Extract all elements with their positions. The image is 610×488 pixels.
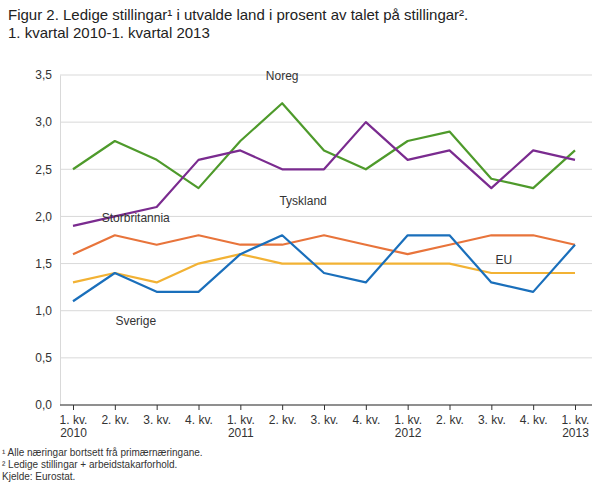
- x-tick: 3. kv.: [143, 405, 171, 427]
- y-axis: 0,0 0,5 1,0 1,5 2,0 2,5 3,0 3,5: [35, 68, 60, 412]
- x-tick-label: 2. kv.: [269, 413, 297, 427]
- grid-line: [60, 122, 592, 123]
- y-tick: 1,5: [35, 257, 60, 271]
- note: ² Ledige stillingar + arbeidstakarforhol…: [2, 459, 177, 470]
- x-tick-mark: [533, 405, 534, 410]
- y-tick: 1,0: [35, 304, 60, 318]
- y-tick: 3,5: [35, 68, 60, 82]
- x-axis: 1. kv.2010 2. kv. 3. kv. 4. kv. 1. kv.2011 2.…: [60, 405, 592, 440]
- title-line: Figur 2. Ledige stillingar¹ i utvalde la…: [8, 6, 468, 23]
- x-tick-label: 1. kv.2011: [227, 413, 255, 441]
- x-tick-mark: [491, 405, 492, 410]
- x-tick-mark: [199, 405, 200, 410]
- note: Kjelde: Eurostat.: [2, 471, 75, 482]
- x-tick: 3. kv.: [478, 405, 506, 427]
- y-tick-label: 3,5: [35, 68, 52, 82]
- y-tick-label: 0,0: [35, 398, 52, 412]
- x-tick-mark: [450, 405, 451, 410]
- lines: [73, 103, 575, 301]
- y-tick-label: 0,5: [35, 351, 52, 365]
- series-line: [73, 122, 575, 226]
- series-label: EU: [496, 253, 513, 267]
- x-tick-mark: [366, 405, 367, 410]
- x-tick-label: 3. kv.: [478, 413, 506, 427]
- grid-line: [60, 310, 592, 311]
- series-label: Tyskland: [279, 194, 326, 208]
- x-tick-mark: [240, 405, 241, 410]
- y-tick: 0,0: [35, 398, 60, 412]
- note: ¹ Alle næringar bortsett frå primærnærin…: [2, 447, 203, 458]
- y-tick-label: 1,0: [35, 304, 52, 318]
- x-tick-mark: [408, 405, 409, 410]
- series-line: [73, 103, 575, 188]
- x-tick-label: 4. kv.: [520, 413, 548, 427]
- x-tick-label: 3. kv.: [311, 413, 339, 427]
- x-tick-mark: [157, 405, 158, 410]
- x-tick-label: 1. kv.2010: [60, 413, 88, 441]
- x-tick: 2. kv.: [269, 405, 297, 427]
- y-tick-label: 2,0: [35, 210, 52, 224]
- series-line: [73, 235, 575, 254]
- y-tick-label: 2,5: [35, 163, 52, 177]
- y-tick: 3,0: [35, 115, 60, 129]
- y-tick: 2,0: [35, 210, 60, 224]
- x-tick: 1. kv.2010: [60, 405, 88, 440]
- y-tick: 2,5: [35, 163, 60, 177]
- x-tick-label: 4. kv.: [185, 413, 213, 427]
- x-tick: 2. kv.: [436, 405, 464, 427]
- x-tick-label: 2. kv.: [436, 413, 464, 427]
- x-tick-mark: [73, 405, 74, 410]
- x-axis-line: [60, 405, 592, 406]
- x-tick: 3. kv.: [311, 405, 339, 427]
- x-tick-label: 1. kv.2013: [562, 413, 590, 441]
- chart: Figur 2. Ledige stillingar¹ i utvalde la…: [0, 0, 610, 488]
- x-tick: 2. kv.: [101, 405, 129, 427]
- x-tick: 4. kv.: [185, 405, 213, 427]
- series-labels: Noreg Tyskland Storbritannia EU Sverige: [102, 69, 512, 328]
- y-tick: 0,5: [35, 351, 60, 365]
- grid-line: [60, 75, 592, 76]
- x-tick-label: 4. kv.: [352, 413, 380, 427]
- y-tick-label: 3,0: [35, 115, 52, 129]
- x-tick: 4. kv.: [520, 405, 548, 427]
- grid-line: [60, 405, 592, 406]
- title-line: 1. kvartal 2010-1. kvartal 2013: [8, 24, 210, 41]
- x-tick-label: 1. kv.2012: [394, 413, 422, 441]
- x-tick: 1. kv.2013: [562, 405, 590, 440]
- x-tick-label: 2. kv.: [101, 413, 129, 427]
- series-label: Noreg: [266, 69, 299, 83]
- x-tick-mark: [324, 405, 325, 410]
- x-tick: 4. kv.: [352, 405, 380, 427]
- x-tick-mark: [282, 405, 283, 410]
- grid: [60, 75, 592, 405]
- grid-line: [60, 357, 592, 358]
- x-tick-mark: [575, 405, 576, 410]
- x-tick-mark: [115, 405, 116, 410]
- series-label: Sverige: [115, 314, 156, 328]
- series-label: Storbritannia: [102, 211, 170, 225]
- x-tick: 1. kv.2011: [227, 405, 255, 440]
- y-tick-label: 1,5: [35, 257, 52, 271]
- y-axis-line: [60, 76, 61, 406]
- x-tick: 1. kv.2012: [394, 405, 422, 440]
- series-line: [73, 235, 575, 301]
- notes: ¹ Alle næringar bortsett frå primærnærin…: [2, 447, 203, 482]
- title: Figur 2. Ledige stillingar¹ i utvalde la…: [8, 6, 468, 41]
- x-tick-label: 3. kv.: [143, 413, 171, 427]
